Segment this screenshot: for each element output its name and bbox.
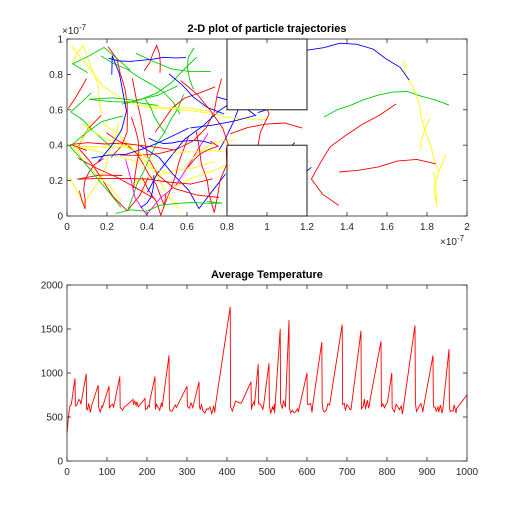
trajectory-plot-x-multiplier: ×10-7 — [440, 234, 465, 248]
trajectory-line — [183, 139, 237, 170]
temperature-line — [66, 306, 468, 433]
trajectory-line — [91, 127, 189, 159]
y-tick-label: 1 — [57, 35, 63, 46]
y-tick-label: 0.8 — [49, 70, 63, 81]
temperature-series — [66, 306, 468, 433]
trajectory-line — [115, 200, 223, 214]
temperature-plot: Average Temperature 0 100 200 300 400 500 600 7… — [41, 269, 479, 478]
trajectory-line — [130, 116, 140, 189]
x-tick-label: 200 — [139, 467, 156, 478]
trajectory-line — [68, 78, 87, 109]
trajectory-lines — [68, 42, 450, 216]
trajectory-line — [75, 119, 122, 201]
x-tick-label: 2 — [464, 222, 470, 233]
obstacle-box — [226, 144, 308, 217]
obstacle-boxes — [226, 38, 308, 217]
x-tick-label: 400 — [219, 467, 236, 478]
trajectory-line — [127, 94, 184, 211]
y-tick-label: 0 — [57, 457, 63, 468]
trajectory-line — [77, 174, 213, 185]
y-tick-label: 1000 — [41, 369, 64, 380]
x-tick-label: 0.8 — [220, 222, 234, 233]
trajectory-line — [78, 157, 156, 200]
trajectory-line — [154, 86, 216, 133]
x-tick-label: 1.2 — [300, 222, 314, 233]
trajectory-line — [135, 52, 211, 73]
trajectory-plot-title: 2-D plot of particle trajectories — [188, 23, 347, 35]
trajectory-line — [420, 118, 431, 151]
trajectory-plot-y-ticks: 0 0.2 0.4 0.6 0.8 1 — [49, 35, 467, 223]
trajectory-line — [140, 175, 155, 209]
x-tick-label: 1.6 — [380, 222, 394, 233]
trajectory-line — [172, 150, 224, 155]
x-tick-label: 100 — [99, 467, 116, 478]
trajectory-line — [168, 73, 225, 115]
trajectory-plot-x-ticks: 0 0.2 0.4 0.6 0.8 1 1.2 1.4 1.6 1.8 2 — [64, 39, 470, 233]
trajectory-line — [78, 158, 104, 210]
trajectory-line — [144, 98, 166, 134]
trajectory-line — [310, 103, 397, 206]
trajectory-line — [306, 42, 410, 81]
trajectory-line — [70, 92, 113, 149]
x-tick-label: 0.2 — [100, 222, 114, 233]
trajectory-line — [323, 91, 450, 118]
x-tick-label: 0 — [64, 222, 70, 233]
trajectory-line — [70, 142, 174, 151]
trajectory-line — [120, 78, 222, 156]
x-tick-label: 800 — [379, 467, 396, 478]
trajectory-line — [69, 115, 123, 208]
trajectory-line — [139, 145, 226, 210]
x-tick-label: 0.6 — [180, 222, 194, 233]
y-tick-label: 500 — [46, 413, 63, 424]
trajectory-line — [186, 47, 195, 90]
x-tick-label: 900 — [419, 467, 436, 478]
trajectory-line — [229, 122, 303, 135]
trajectory-line — [88, 85, 178, 106]
y-tick-label: 1500 — [41, 325, 64, 336]
y-tick-label: 0.6 — [49, 105, 63, 116]
temperature-plot-title: Average Temperature — [211, 269, 323, 281]
x-tick-label: 0 — [64, 467, 70, 478]
x-tick-label: 600 — [299, 467, 316, 478]
x-tick-label: 500 — [259, 467, 276, 478]
y-tick-label: 2000 — [41, 281, 64, 292]
x-tick-label: 1.4 — [340, 222, 354, 233]
x-tick-label: 700 — [339, 467, 356, 478]
temperature-plot-x-ticks: 0 100 200 300 400 500 600 700 800 900 1000 — [64, 285, 479, 478]
trajectory-line — [187, 140, 220, 168]
x-tick-label: 1000 — [456, 467, 479, 478]
trajectory-plot-y-multiplier: ×10-7 — [62, 23, 87, 37]
y-tick-label: 0.2 — [49, 176, 63, 187]
x-tick-label: 1.8 — [420, 222, 434, 233]
trajectory-plot: 2-D plot of particle trajectories ×10-7 … — [49, 23, 470, 248]
trajectory-line — [108, 56, 187, 62]
trajectory-line — [339, 158, 437, 173]
y-tick-label: 0 — [57, 212, 63, 223]
x-tick-label: 300 — [179, 467, 196, 478]
temperature-plot-y-ticks: 0 500 1000 1500 2000 — [41, 281, 467, 468]
trajectory-line — [71, 45, 209, 114]
trajectory-line — [195, 131, 228, 213]
trajectory-line — [143, 44, 161, 73]
y-tick-label: 0.4 — [49, 141, 63, 152]
obstacle-box — [226, 38, 308, 111]
trajectory-line — [433, 154, 447, 207]
trajectory-line — [97, 55, 127, 162]
x-tick-label: 1 — [264, 222, 270, 233]
x-tick-label: 0.4 — [140, 222, 154, 233]
